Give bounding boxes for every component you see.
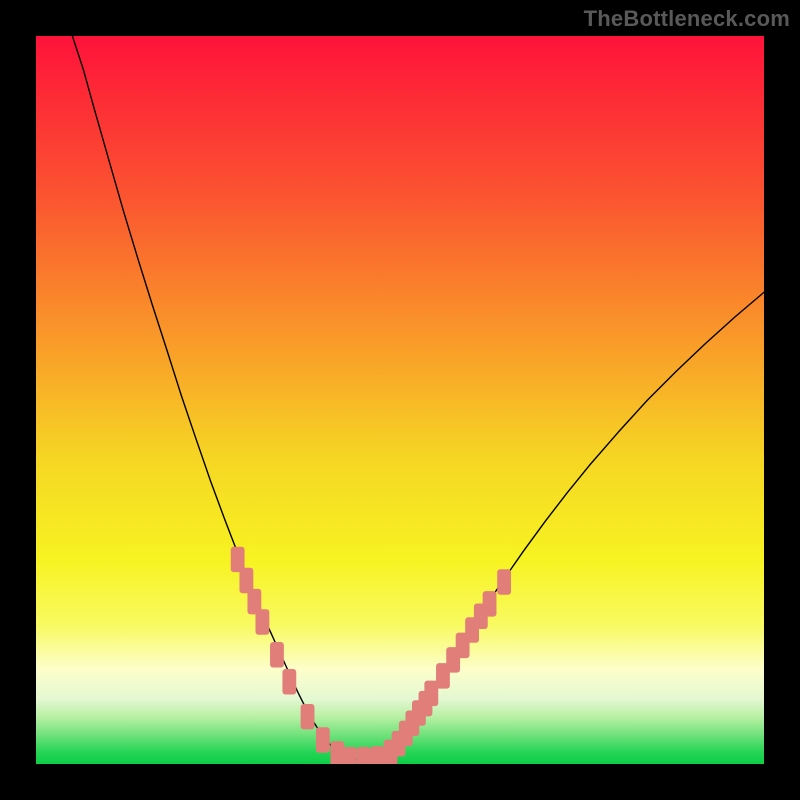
scatter-marker <box>270 642 284 667</box>
gradient-background <box>36 36 764 764</box>
scatter-marker <box>343 747 357 764</box>
plot-svg <box>36 36 764 764</box>
scatter-marker <box>357 747 371 764</box>
plot-area <box>36 36 764 764</box>
scatter-marker <box>330 741 344 764</box>
watermark-text: TheBottleneck.com <box>584 6 790 32</box>
scatter-marker <box>497 569 511 594</box>
scatter-marker <box>371 746 385 764</box>
scatter-marker <box>301 704 315 729</box>
scatter-marker <box>316 727 330 752</box>
scatter-marker <box>255 609 269 634</box>
scatter-valley <box>343 746 384 764</box>
scatter-marker <box>282 669 296 694</box>
chart-outer-frame: TheBottleneck.com <box>0 0 800 800</box>
scatter-marker <box>483 591 497 616</box>
